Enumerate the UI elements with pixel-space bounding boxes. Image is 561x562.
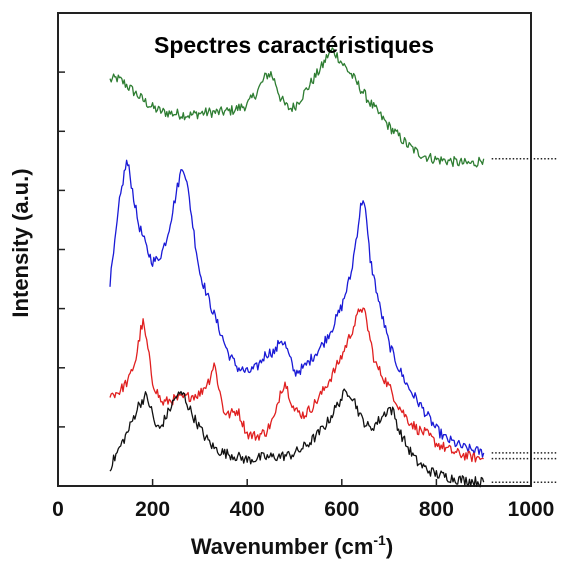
x-tick-label-200: 200 — [135, 498, 170, 521]
x-tick-label-800: 800 — [419, 498, 454, 521]
x-tick-label-0: 0 — [52, 498, 64, 521]
baseline-leader-lines — [491, 157, 558, 483]
x-tick-label-400: 400 — [230, 498, 265, 521]
x-axis-label-main: Wavenumber (cm — [191, 534, 374, 559]
spectrum-line-3 — [109, 307, 484, 463]
spectrum-line-4 — [109, 388, 485, 488]
spectrum-line-2 — [109, 159, 485, 458]
x-axis-label: Wavenumber (cm-1) — [191, 532, 393, 559]
y-axis-label: Intensity (a.u.) — [8, 168, 33, 317]
y-ticks — [58, 71, 65, 428]
chart-title: Spectres caractéristiques — [154, 32, 434, 58]
series-layer — [109, 47, 485, 488]
x-tick-label-600: 600 — [324, 498, 359, 521]
x-tick-label-1000: 1000 — [508, 498, 555, 521]
plot-frame — [57, 12, 532, 487]
x-axis-label-sup: -1 — [373, 532, 386, 548]
x-axis-label-close: ) — [386, 534, 393, 559]
spectrum-line-1 — [109, 47, 485, 168]
